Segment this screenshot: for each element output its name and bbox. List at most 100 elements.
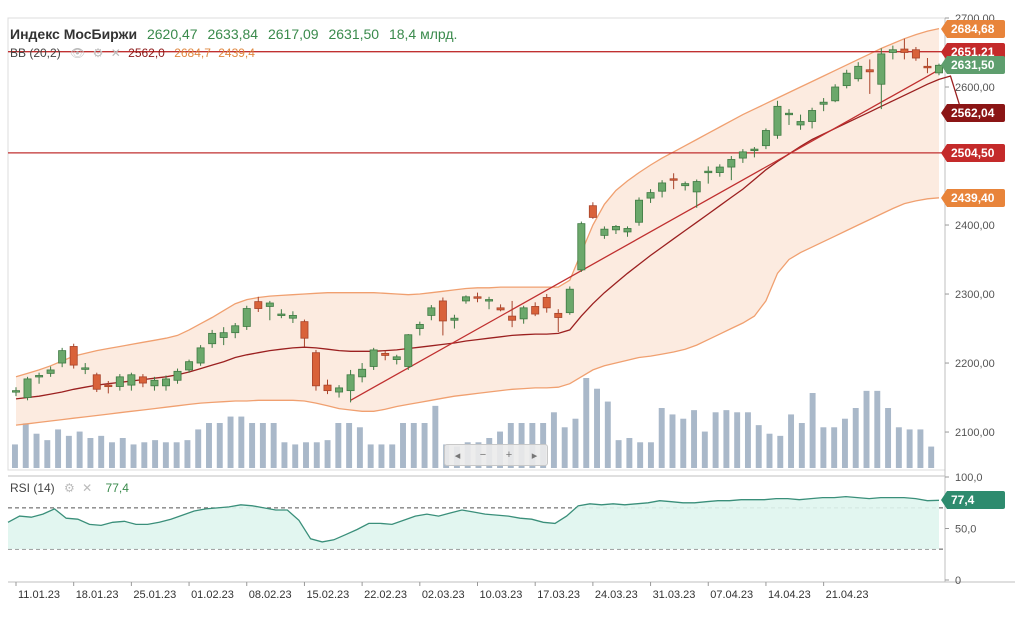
candle[interactable] bbox=[58, 347, 67, 368]
candle[interactable] bbox=[208, 329, 217, 348]
candle[interactable] bbox=[485, 296, 494, 310]
candle[interactable] bbox=[496, 304, 505, 312]
candle[interactable] bbox=[623, 226, 632, 237]
candle[interactable] bbox=[923, 58, 932, 74]
candle[interactable] bbox=[173, 368, 182, 384]
candle[interactable] bbox=[288, 311, 297, 324]
candle[interactable] bbox=[681, 181, 690, 191]
candle[interactable] bbox=[12, 387, 20, 397]
candle[interactable] bbox=[162, 375, 170, 391]
rsi-label: RSI (14) bbox=[10, 481, 55, 495]
scroll-left-icon[interactable]: ◂ bbox=[454, 449, 461, 462]
candle[interactable] bbox=[658, 180, 667, 198]
close-icon[interactable]: ✕ bbox=[110, 46, 121, 60]
volume-bar bbox=[863, 390, 870, 468]
candle[interactable] bbox=[369, 347, 378, 370]
candle[interactable] bbox=[69, 343, 78, 369]
candle[interactable] bbox=[761, 128, 770, 150]
candle[interactable] bbox=[542, 294, 551, 313]
candle[interactable] bbox=[415, 321, 424, 336]
candle[interactable] bbox=[392, 354, 401, 365]
candle[interactable] bbox=[35, 372, 44, 384]
candle[interactable] bbox=[611, 225, 620, 234]
candle[interactable] bbox=[335, 385, 344, 398]
candle[interactable] bbox=[196, 345, 205, 366]
candle[interactable] bbox=[888, 45, 897, 60]
candle[interactable] bbox=[185, 359, 194, 373]
candle[interactable] bbox=[265, 300, 274, 321]
candle[interactable] bbox=[358, 363, 367, 383]
rsi-legend[interactable]: RSI (14) ⚙ ✕ 77,4 bbox=[10, 481, 129, 495]
candle[interactable] bbox=[104, 380, 113, 394]
candle[interactable] bbox=[381, 350, 390, 361]
candle[interactable] bbox=[819, 98, 828, 112]
candle[interactable] bbox=[854, 62, 863, 82]
candle[interactable] bbox=[473, 292, 482, 303]
candle[interactable] bbox=[242, 305, 251, 330]
candle[interactable] bbox=[519, 305, 528, 324]
candle[interactable] bbox=[750, 147, 759, 158]
candle[interactable] bbox=[346, 369, 355, 403]
candle-body bbox=[831, 86, 840, 102]
candle[interactable] bbox=[808, 107, 817, 129]
zoom-in-icon[interactable]: + bbox=[505, 449, 513, 461]
candle[interactable] bbox=[588, 202, 597, 219]
candle[interactable] bbox=[508, 300, 517, 328]
bb-legend[interactable]: BB (20,2) 👁 ⚙ ✕ 2562,0 2684,7 2439,4 bbox=[10, 46, 255, 60]
eye-icon[interactable]: 👁 bbox=[70, 46, 86, 60]
candle[interactable] bbox=[831, 84, 840, 103]
candle[interactable] bbox=[785, 109, 793, 125]
candle[interactable] bbox=[773, 100, 782, 139]
horizontal-levels[interactable] bbox=[8, 51, 945, 154]
candle[interactable] bbox=[692, 179, 701, 208]
candle[interactable] bbox=[877, 48, 886, 110]
candle[interactable] bbox=[300, 319, 309, 347]
candle[interactable] bbox=[635, 197, 644, 226]
candle[interactable] bbox=[577, 221, 586, 272]
candle[interactable] bbox=[138, 374, 147, 388]
candle[interactable] bbox=[796, 114, 805, 130]
candle[interactable] bbox=[738, 149, 747, 163]
candle[interactable] bbox=[46, 366, 55, 377]
candle[interactable] bbox=[23, 376, 32, 401]
zoom-out-icon[interactable]: − bbox=[479, 449, 487, 461]
candle[interactable] bbox=[81, 363, 90, 375]
candle[interactable] bbox=[600, 226, 609, 239]
candle[interactable] bbox=[219, 327, 228, 346]
instrument-title: Индекс МосБиржи bbox=[10, 26, 138, 42]
candle[interactable] bbox=[715, 164, 724, 177]
candle[interactable] bbox=[254, 296, 263, 312]
candle[interactable] bbox=[669, 173, 678, 190]
candle[interactable] bbox=[565, 286, 574, 315]
candle[interactable] bbox=[115, 374, 124, 391]
candle[interactable] bbox=[727, 156, 736, 181]
candle[interactable] bbox=[911, 46, 920, 61]
candle[interactable] bbox=[404, 334, 413, 370]
candle[interactable] bbox=[531, 302, 540, 317]
trendline[interactable] bbox=[350, 69, 940, 401]
candle[interactable] bbox=[646, 189, 655, 203]
candle[interactable] bbox=[231, 323, 240, 339]
close-icon[interactable]: ✕ bbox=[82, 481, 93, 495]
candle[interactable] bbox=[127, 372, 136, 391]
scroll-right-icon[interactable]: ▸ bbox=[531, 449, 538, 462]
trendline-line[interactable] bbox=[350, 69, 940, 401]
candle[interactable] bbox=[323, 379, 332, 395]
chart-navigator[interactable]: ◂ − + ▸ bbox=[444, 444, 548, 466]
candlesticks[interactable] bbox=[12, 38, 943, 403]
candle[interactable] bbox=[150, 376, 159, 391]
candle[interactable] bbox=[865, 59, 874, 94]
candle[interactable] bbox=[554, 309, 563, 332]
gear-icon[interactable]: ⚙ bbox=[92, 46, 104, 60]
candle[interactable] bbox=[900, 38, 909, 60]
candle[interactable] bbox=[450, 314, 459, 329]
candle[interactable] bbox=[461, 295, 470, 304]
gear-icon[interactable]: ⚙ bbox=[64, 481, 75, 495]
candle[interactable] bbox=[92, 372, 101, 393]
candle[interactable] bbox=[277, 309, 286, 319]
candle[interactable] bbox=[311, 349, 320, 391]
candle[interactable] bbox=[427, 305, 436, 321]
candle[interactable] bbox=[842, 69, 851, 89]
candle[interactable] bbox=[704, 166, 713, 184]
candle[interactable] bbox=[438, 297, 447, 336]
